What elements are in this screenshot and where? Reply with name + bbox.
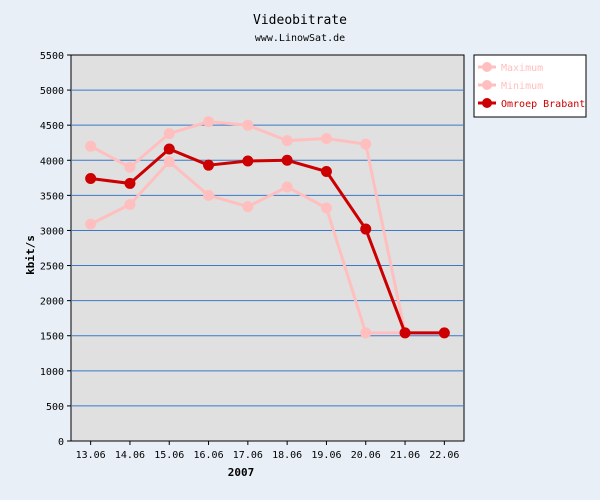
y-tick-label: 4000 <box>40 156 64 167</box>
data-point <box>124 198 136 210</box>
legend-swatch-marker <box>482 98 492 108</box>
x-axis-ticks: 13.06 14.06 15.06 16.06 17.06 18.06 19.06 20.06… <box>76 441 459 461</box>
y-tick-label: 1000 <box>40 367 64 378</box>
data-point <box>163 143 175 155</box>
data-point <box>360 223 372 235</box>
x-tick-label: 18.06 <box>272 450 302 461</box>
series-line <box>89 160 445 335</box>
x-tick-label: 22.06 <box>429 450 459 461</box>
y-tick-label: 5500 <box>40 51 64 62</box>
data-point <box>124 177 136 189</box>
data-point <box>163 128 175 140</box>
data-point <box>163 156 175 168</box>
x-axis-label: 2007 <box>228 466 255 479</box>
y-axis-ticks: 0 500 1000 1500 2000 2500 3000 3500 4000 4500 5000… <box>40 51 71 448</box>
x-tick-label: 19.06 <box>311 450 341 461</box>
data-point <box>320 202 332 214</box>
data-point <box>438 327 450 339</box>
x-tick-label: 21.06 <box>390 450 420 461</box>
data-point <box>203 116 215 128</box>
y-tick-label: 5000 <box>40 86 64 97</box>
y-tick-label: 3000 <box>40 226 64 237</box>
legend-label: Maximum <box>501 63 543 74</box>
y-tick-label: 500 <box>46 402 64 413</box>
legend: Maximum Minimum Omroep Brabant <box>473 54 587 118</box>
y-tick-label: 4500 <box>40 121 64 132</box>
data-point <box>85 140 97 152</box>
y-tick-label: 0 <box>58 437 64 448</box>
y-tick-label: 3500 <box>40 191 64 202</box>
data-point <box>85 173 97 185</box>
y-tick-label: 1500 <box>40 332 64 343</box>
data-point <box>320 166 332 178</box>
legend-label: Minimum <box>501 81 543 92</box>
data-point <box>85 218 97 230</box>
data-point <box>203 189 215 201</box>
x-tick-label: 14.06 <box>115 450 145 461</box>
x-tick-label: 17.06 <box>233 450 263 461</box>
data-point <box>360 138 372 150</box>
data-point <box>399 327 411 339</box>
x-tick-label: 20.06 <box>351 450 381 461</box>
data-point <box>281 135 293 147</box>
data-point <box>242 201 254 213</box>
x-tick-label: 16.06 <box>193 450 223 461</box>
data-point <box>360 327 372 339</box>
chart-subtitle: www.LinowSat.de <box>255 33 345 44</box>
data-point <box>242 155 254 167</box>
chart-title: Videobitrate <box>253 13 347 28</box>
series-line <box>89 120 445 335</box>
legend-label: Omroep Brabant <box>501 99 585 110</box>
plot-area <box>70 54 465 442</box>
legend-swatch-marker <box>482 80 492 90</box>
data-point <box>281 181 293 193</box>
x-tick-label: 13.06 <box>76 450 106 461</box>
series-lines <box>85 116 450 339</box>
y-tick-label: 2500 <box>40 262 64 273</box>
x-tick-label: 15.06 <box>154 450 184 461</box>
y-tick-label: 2000 <box>40 297 64 308</box>
data-point <box>320 133 332 145</box>
series-line <box>90 147 445 335</box>
data-point <box>203 159 215 171</box>
legend-swatch-marker <box>482 62 492 72</box>
data-point <box>242 119 254 131</box>
data-point <box>281 154 293 166</box>
y-axis-label: kbit/s <box>24 235 37 275</box>
data-point <box>124 161 136 173</box>
